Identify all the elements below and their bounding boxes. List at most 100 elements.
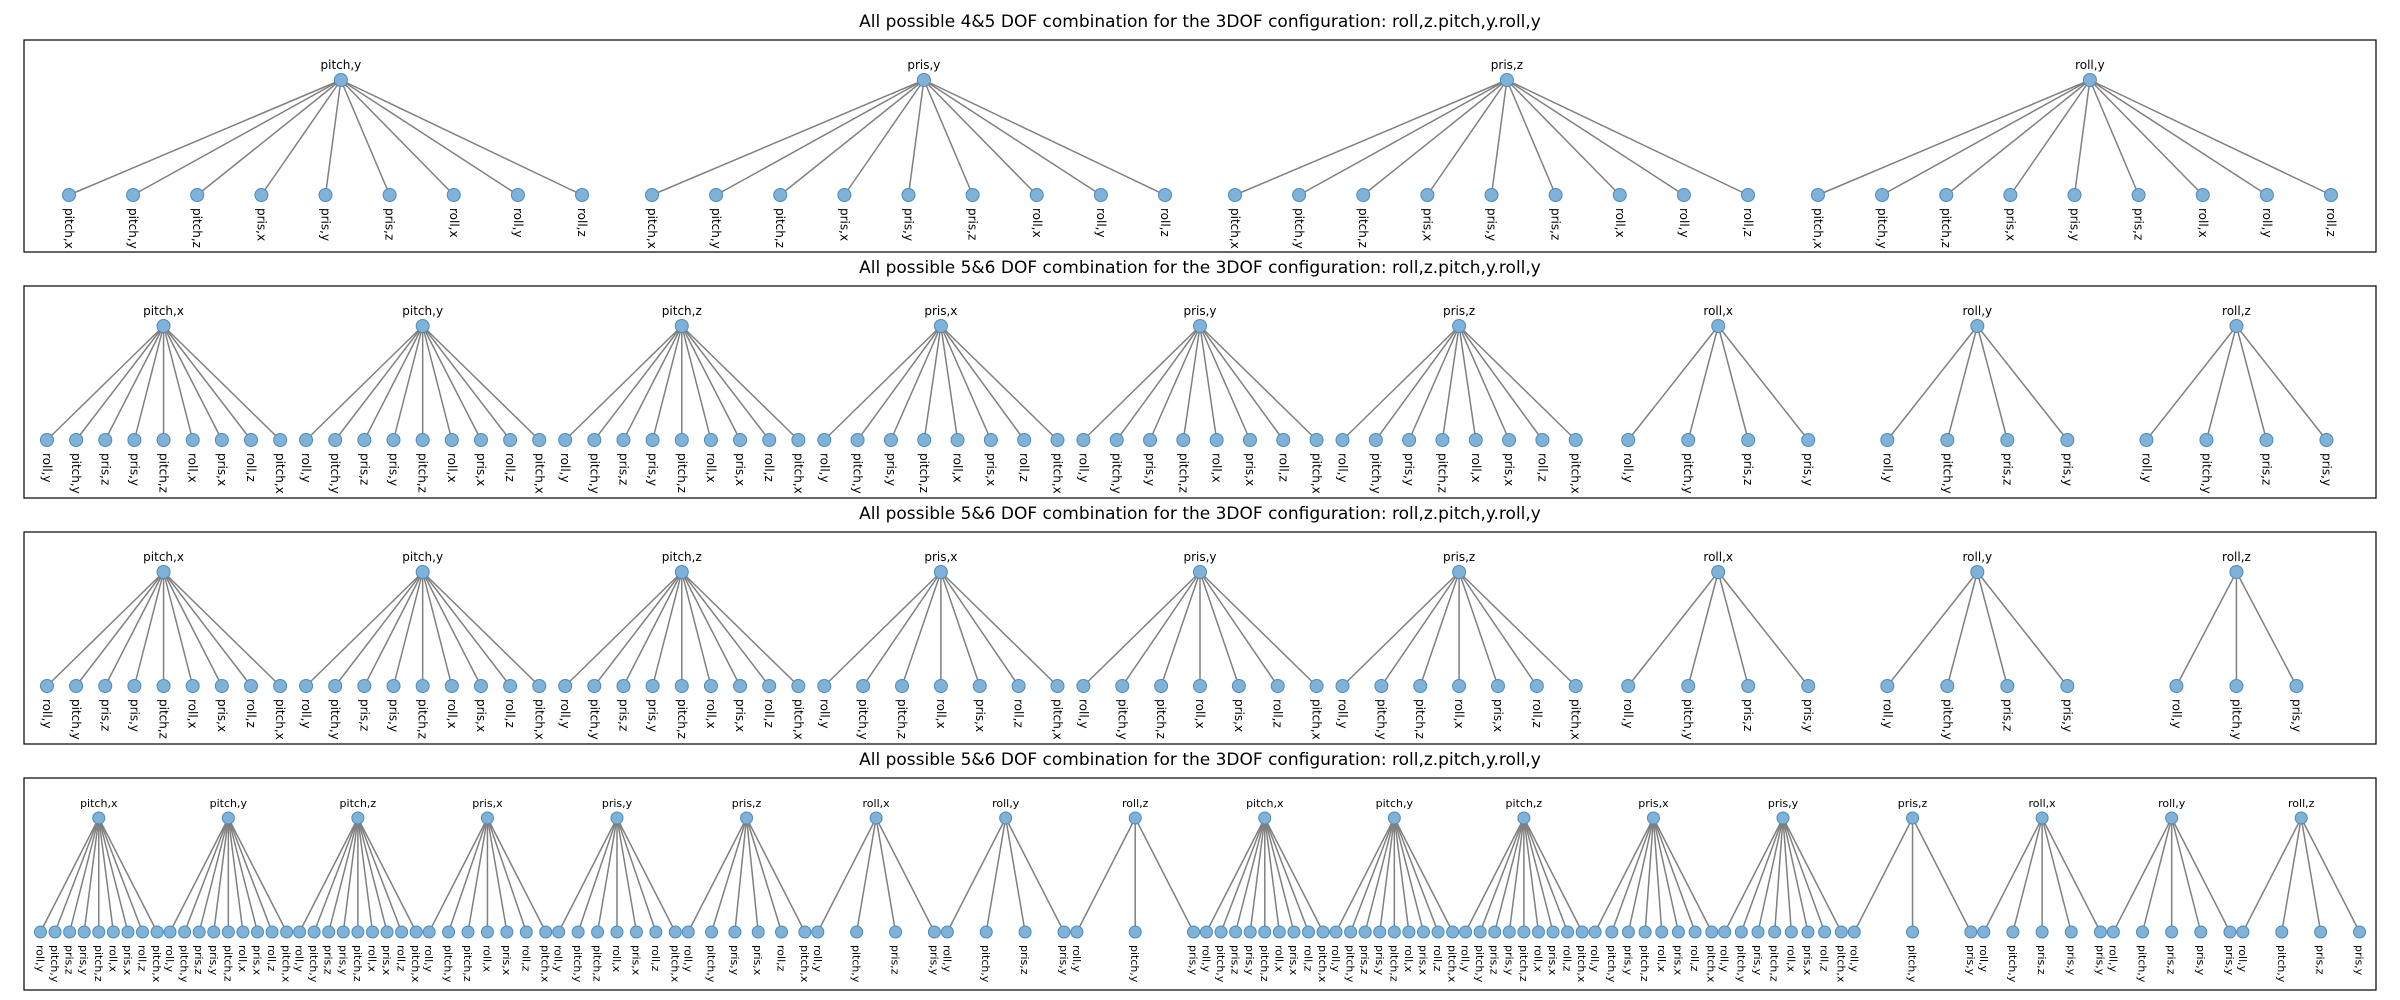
tree-edge: [2235, 571, 2298, 687]
leaf-label: roll,x: [1452, 699, 1466, 729]
tree-edge: [2041, 817, 2102, 933]
tree-edge: [1946, 571, 1979, 687]
leaf-label: pitch,y: [307, 945, 320, 983]
root-label: pitch,y: [402, 304, 443, 318]
leaf-label: roll,y: [1880, 453, 1894, 483]
leaf-node: [2006, 925, 2020, 939]
leaf-label: pris,x: [733, 699, 747, 732]
tree-edge: [890, 325, 942, 441]
tree-edge: [1298, 79, 1508, 196]
leaf-node: [1187, 925, 1201, 939]
tree-edge: [1506, 79, 1557, 196]
tree-edge: [940, 325, 1025, 441]
leaf-node: [1070, 925, 1084, 939]
leaf-label: pitch,y: [1940, 699, 1954, 740]
leaf-label: pitch,z: [1176, 453, 1190, 493]
tree-edge: [1121, 571, 1201, 687]
leaf-node: [950, 433, 965, 447]
panel-frame: [23, 285, 2377, 499]
leaf-node: [762, 433, 777, 447]
leaf-node: [1977, 925, 1991, 939]
leaf-node: [1292, 188, 1307, 202]
tree-edge: [1782, 817, 1809, 933]
leaf-label: pris,x: [973, 699, 987, 732]
tree-edge: [1717, 325, 1809, 441]
tree-edge: [558, 817, 618, 933]
leaf-node: [69, 433, 84, 447]
tree-edge: [715, 79, 925, 196]
leaf-label: roll,y: [817, 699, 831, 729]
leaf-label: roll,x: [704, 453, 718, 483]
leaf-node: [668, 925, 682, 939]
leaf-label: roll,z: [1530, 699, 1544, 728]
leaf-node: [1143, 433, 1158, 447]
leaf-label: roll,x: [1272, 945, 1285, 973]
tree-edge: [1782, 817, 1793, 933]
tree-edge: [616, 817, 676, 933]
leaf-node: [1484, 188, 1499, 202]
leaf-node: [519, 925, 533, 939]
tree-edge: [340, 79, 519, 196]
leaf-node: [571, 925, 585, 939]
leaf-node: [856, 679, 871, 693]
leaf-node: [791, 679, 806, 693]
leaf-node: [773, 188, 788, 202]
root-node: [610, 811, 624, 825]
tree-edge: [162, 571, 194, 687]
leaf-node: [1621, 433, 1636, 447]
tree-edge: [428, 817, 489, 933]
leaf-node: [629, 925, 643, 939]
tree: pitch,y pitch,x pitch,y pitch,z pris,x pris,y…: [61, 58, 590, 249]
leaf-node: [98, 679, 113, 693]
leaf-node: [156, 433, 171, 447]
leaf-label: roll,x: [236, 945, 249, 973]
leaf-node: [1227, 188, 1242, 202]
root-node: [156, 319, 171, 333]
leaf-label: pris,x: [984, 453, 998, 486]
leaf-label: pris,z: [2132, 208, 2146, 240]
leaf-node: [121, 925, 135, 939]
tree-edge: [75, 325, 165, 441]
root-node: [1128, 811, 1142, 825]
tree-edge: [1160, 571, 1201, 687]
leaf-label: pris,y: [1964, 945, 1977, 976]
leaf-node: [587, 433, 602, 447]
tree-edge: [823, 325, 942, 441]
leaf-label: pris,y: [1143, 453, 1157, 486]
leaf-label: pris,y: [2093, 945, 2106, 976]
root-node: [221, 811, 235, 825]
tree-edge: [75, 571, 165, 687]
leaf-label: pitch,z: [1154, 699, 1168, 739]
leaf-label: roll,y: [293, 945, 306, 973]
leaf-label: pris,x: [1671, 945, 1684, 976]
tree-edge: [1717, 571, 1809, 687]
tree: pitch,z roll,y pitch,y pris,z pris,y pitch,z r…: [558, 550, 806, 740]
tree-edge: [486, 817, 547, 933]
tree-edge: [1976, 571, 2009, 687]
tree-edge: [1479, 817, 1525, 933]
tree-edge: [681, 325, 799, 441]
leaf-node: [1638, 925, 1652, 939]
tree-edge: [1506, 79, 1749, 196]
tree-edge: [357, 817, 417, 933]
tree-edge: [1611, 817, 1655, 933]
leaf-node: [1502, 433, 1517, 447]
tree-edge: [940, 571, 1059, 687]
leaf-label: roll,y: [163, 945, 176, 973]
leaf-label: roll,z: [136, 945, 149, 972]
leaf-node: [1199, 925, 1213, 939]
leaf-label: roll,x: [186, 699, 200, 729]
root-node: [1499, 73, 1514, 87]
leaf-node: [1734, 925, 1748, 939]
leaf-label: pitch,y: [1875, 208, 1889, 249]
leaf-label: roll,x: [106, 945, 119, 973]
leaf-node: [2136, 925, 2150, 939]
tree-edge: [340, 79, 583, 196]
tree-edge: [946, 817, 1007, 933]
leaf-node: [1459, 925, 1473, 939]
leaf-node: [1076, 433, 1091, 447]
tree: pris,z roll,y pitch,y pris,y: [1847, 797, 1978, 983]
leaf-label: pitch,y: [1369, 453, 1383, 494]
root-label: roll,x: [1703, 550, 1733, 564]
leaf-node: [1568, 433, 1583, 447]
